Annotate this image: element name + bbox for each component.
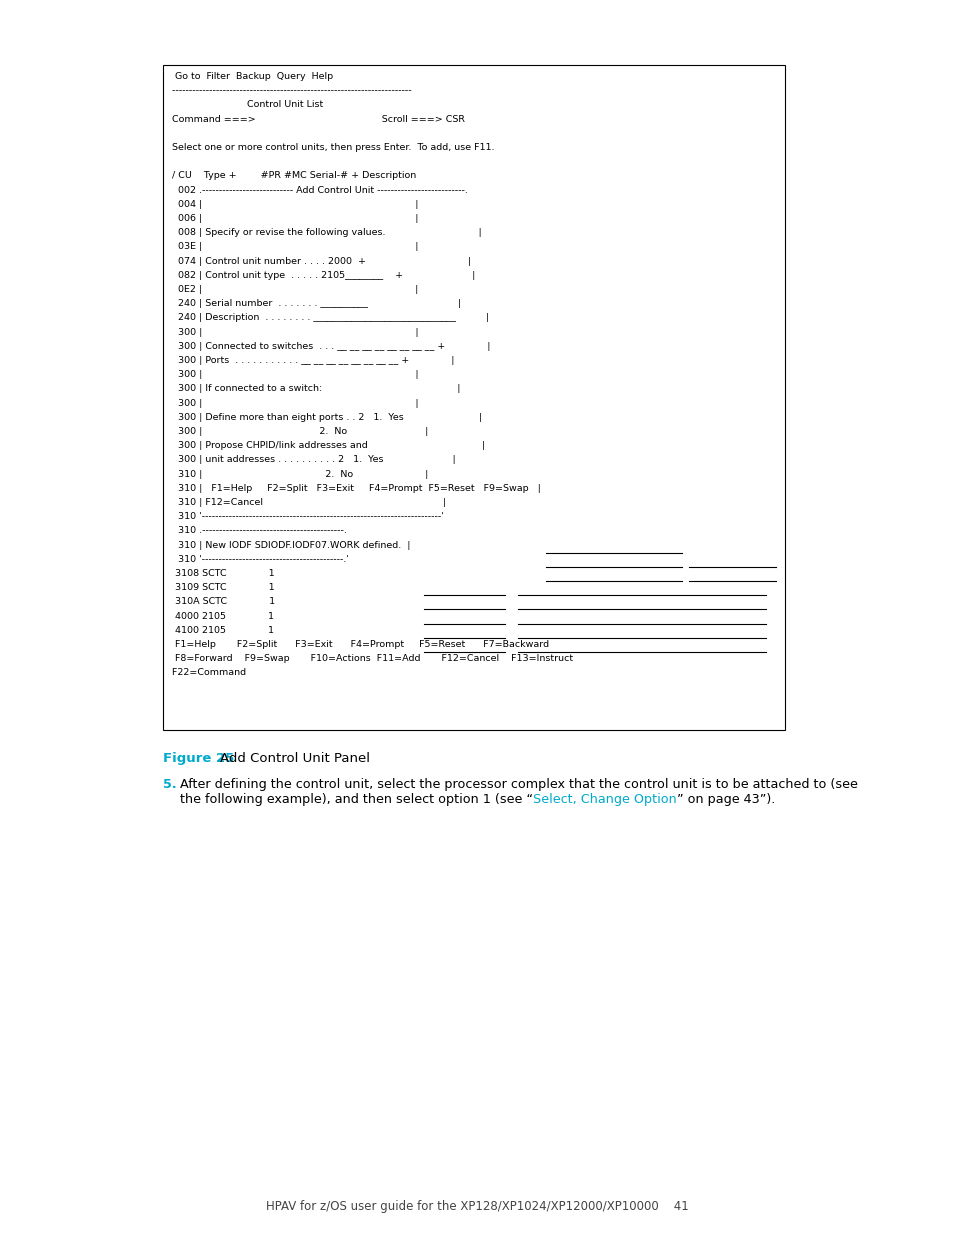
Text: 300 | If connected to a switch:                                             |: 300 | If connected to a switch: | [169,384,460,394]
Text: 008 | Specify or revise the following values.                               |: 008 | Specify or revise the following va… [169,228,481,237]
Text: 002 .--------------------------- Add Control Unit --------------------------.: 002 .--------------------------- Add Con… [169,185,467,195]
Text: Go to  Filter  Backup  Query  Help: Go to Filter Backup Query Help [169,72,333,82]
Text: Control Unit List: Control Unit List [169,100,323,110]
Text: 300 | Connected to switches  . . . __ __ __ __ __ __ __ __ +              |: 300 | Connected to switches . . . __ __ … [169,342,490,351]
Text: 3109 SCTC              1: 3109 SCTC 1 [169,583,274,593]
Text: 300 |                                                                       |: 300 | | [169,327,418,337]
Text: HPAV for z/OS user guide for the XP128/XP1024/XP12000/XP10000    41: HPAV for z/OS user guide for the XP128/X… [265,1200,688,1213]
Text: 300 | Define more than eight ports . . 2   1.  Yes                         |: 300 | Define more than eight ports . . 2… [169,412,481,422]
Text: 300 |                                       2.  No                          |: 300 | 2. No | [169,427,428,436]
Text: 3108 SCTC              1: 3108 SCTC 1 [169,569,274,578]
Text: 300 | Ports  . . . . . . . . . . . __ __ __ __ __ __ __ __ +              |: 300 | Ports . . . . . . . . . . . __ __ … [169,356,454,366]
Text: 006 |                                                                       |: 006 | | [169,214,418,224]
Text: F8=Forward    F9=Swap       F10=Actions  F11=Add       F12=Cancel    F13=Instruc: F8=Forward F9=Swap F10=Actions F11=Add F… [169,655,573,663]
Text: / CU    Type +        #PR #MC Serial-# + Description: / CU Type + #PR #MC Serial-# + Descripti… [169,172,416,180]
Text: the following example), and then select option 1 (see “: the following example), and then select … [180,793,533,806]
Text: 004 |                                                                       |: 004 | | [169,200,418,209]
Text: 300 |                                                                       |: 300 | | [169,399,418,408]
Text: 4100 2105              1: 4100 2105 1 [169,626,274,635]
Text: 082 | Control unit type  . . . . . 2105________    +                       |: 082 | Control unit type . . . . . 2105__… [169,270,475,280]
Text: 300 | unit addresses . . . . . . . . . . 2   1.  Yes                       |: 300 | unit addresses . . . . . . . . . .… [169,456,456,464]
Text: 310 '-----------------------------------------------------------------------': 310 '-----------------------------------… [169,513,443,521]
Text: 300 |                                                                       |: 300 | | [169,370,418,379]
Text: Select one or more control units, then press Enter.  To add, use F11.: Select one or more control units, then p… [169,143,494,152]
Text: 310 | F12=Cancel                                                            |: 310 | F12=Cancel | [169,498,446,508]
Text: F1=Help       F2=Split      F3=Exit      F4=Prompt     F5=Reset      F7=Backward: F1=Help F2=Split F3=Exit F4=Prompt F5=Re… [169,640,549,650]
Text: ” on page 43”).: ” on page 43”). [676,793,774,806]
Text: Command ===>                                          Scroll ===> CSR: Command ===> Scroll ===> CSR [169,115,464,124]
Text: 074 | Control unit number . . . . 2000  +                                  |: 074 | Control unit number . . . . 2000 +… [169,257,471,266]
Text: Add Control Unit Panel: Add Control Unit Panel [220,752,370,764]
Text: 310 |                                         2.  No                        |: 310 | 2. No | [169,469,428,479]
FancyBboxPatch shape [163,65,784,730]
Text: After defining the control unit, select the processor complex that the control u: After defining the control unit, select … [180,778,857,790]
Text: 5.: 5. [163,778,176,790]
Text: Figure 25: Figure 25 [163,752,234,764]
Text: 310 | New IODF SDIODF.IODF07.WORK defined.  |: 310 | New IODF SDIODF.IODF07.WORK define… [169,541,410,550]
Text: -----------------------------------------------------------------------: ----------------------------------------… [169,86,411,95]
Text: 240 | Serial number  . . . . . . . __________                              |: 240 | Serial number . . . . . . . ______… [169,299,460,309]
Text: 300 | Propose CHPID/link addresses and                                      |: 300 | Propose CHPID/link addresses and | [169,441,484,451]
Text: 240 | Description  . . . . . . . . ______________________________          |: 240 | Description . . . . . . . . ______… [169,314,489,322]
Text: 310A SCTC              1: 310A SCTC 1 [169,598,274,606]
Text: 310 .------------------------------------------.: 310 .-----------------------------------… [169,526,347,536]
Text: 310 |   F1=Help     F2=Split   F3=Exit     F4=Prompt  F5=Reset   F9=Swap   |: 310 | F1=Help F2=Split F3=Exit F4=Prompt… [169,484,540,493]
Text: F22=Command: F22=Command [169,668,246,678]
Text: 03E |                                                                       |: 03E | | [169,242,418,252]
Text: 4000 2105              1: 4000 2105 1 [169,611,274,621]
Text: 310 '------------------------------------------.': 310 '-----------------------------------… [169,555,349,564]
Text: 0E2 |                                                                       |: 0E2 | | [169,285,418,294]
Text: Select, Change Option: Select, Change Option [533,793,676,806]
